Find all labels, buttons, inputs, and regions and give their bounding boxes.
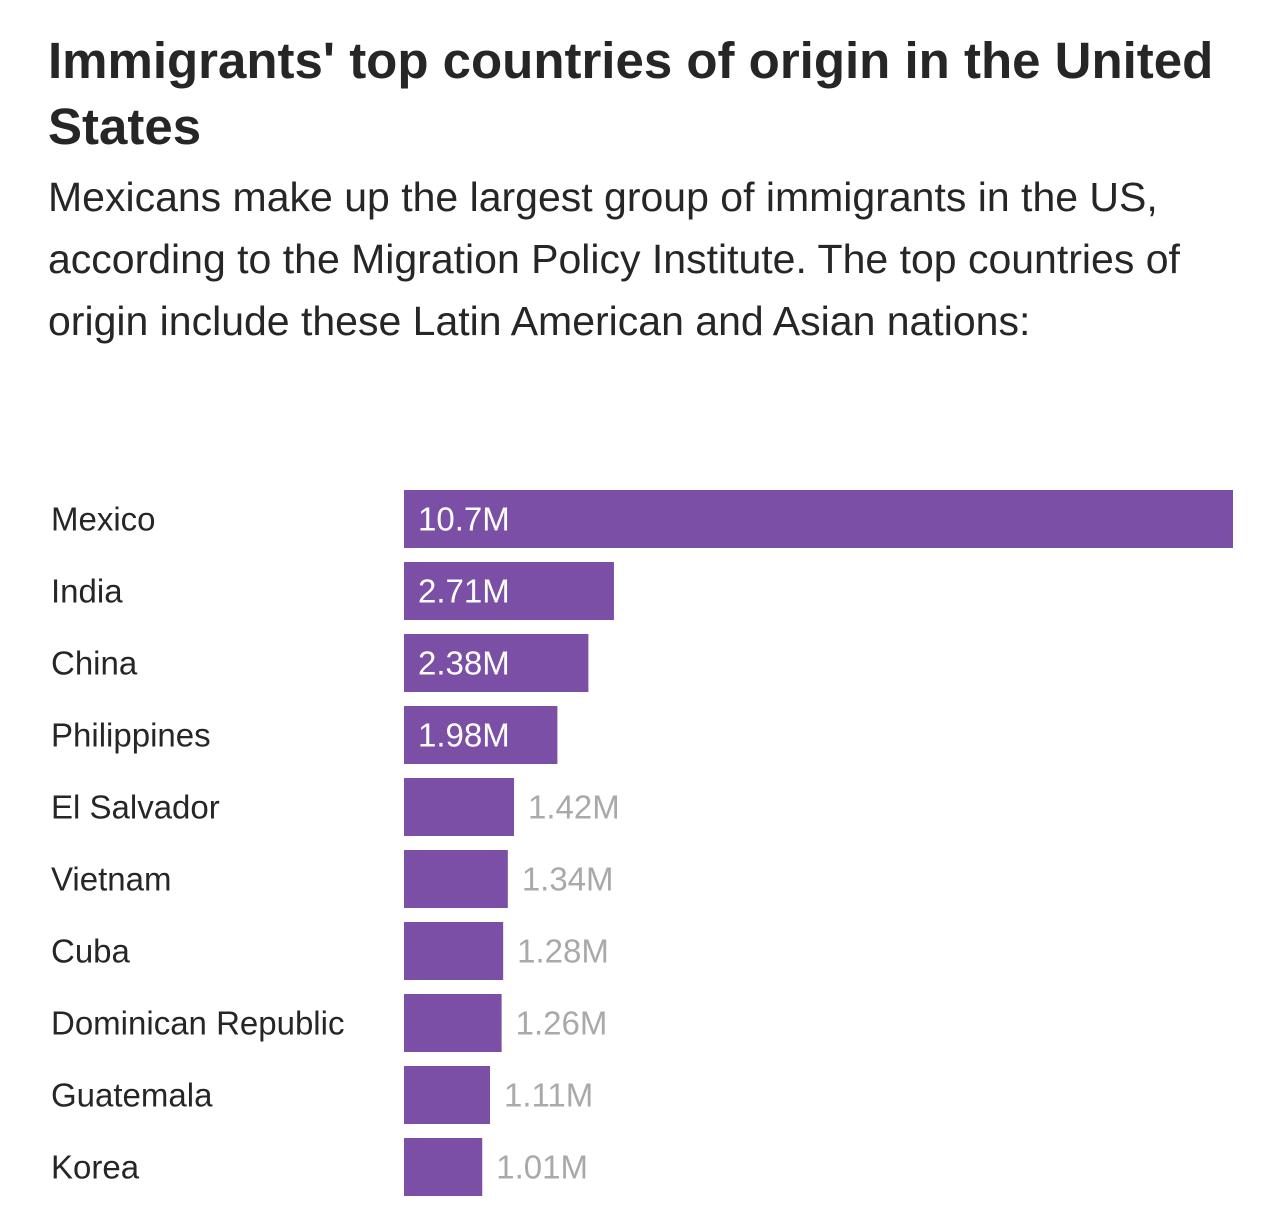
bar [404,778,515,836]
bar [404,922,504,980]
bar [404,1138,483,1196]
category-label: India [51,573,123,610]
chart-title: Immigrants' top countries of origin in t… [48,32,1214,155]
bar-row: Korea 1.01M [51,1138,588,1196]
bar-chart: Mexico 10.7M India 2.71M China 2.38M Philippin… [51,490,1233,1196]
bar [404,634,589,692]
bar-row: Cuba 1.28M [51,922,609,980]
category-label: Vietnam [51,861,171,898]
bar [404,1066,490,1124]
value-label: 1.26M [516,1005,608,1042]
category-label: Guatemala [51,1077,213,1114]
value-label: 2.38M [418,645,510,682]
bar-row: Vietnam 1.34M [51,850,614,908]
bar [404,850,508,908]
category-label: El Salvador [51,789,220,826]
bar-row: Mexico 10.7M [51,490,1233,548]
bar-row: China 2.38M [51,634,589,692]
value-label: 1.34M [522,861,614,898]
value-label: 1.42M [528,789,620,826]
bar-row: Dominican Republic 1.26M [51,994,607,1052]
chart-header: Immigrants' top countries of origin in t… [48,28,1248,352]
category-label: Philippines [51,717,211,754]
chart-subtitle: Mexicans make up the largest group of im… [48,174,1180,344]
bar-row: Guatemala 1.11M [51,1066,593,1124]
category-label: Korea [51,1149,140,1186]
value-label: 2.71M [418,573,510,610]
category-label: China [51,645,138,682]
bar [404,706,558,764]
bar-row: El Salvador 1.42M [51,778,620,836]
value-label: 10.7M [418,501,510,538]
value-label: 1.01M [496,1149,588,1186]
category-label: Cuba [51,933,131,970]
category-label: Mexico [51,501,156,538]
bar [404,994,502,1052]
bar [404,490,1233,548]
value-label: 1.11M [504,1077,593,1114]
bar-row: Philippines 1.98M [51,706,558,764]
bar [404,562,614,620]
category-label: Dominican Republic [51,1005,344,1042]
value-label: 1.98M [418,717,510,754]
bar-row: India 2.71M [51,562,614,620]
value-label: 1.28M [517,933,609,970]
